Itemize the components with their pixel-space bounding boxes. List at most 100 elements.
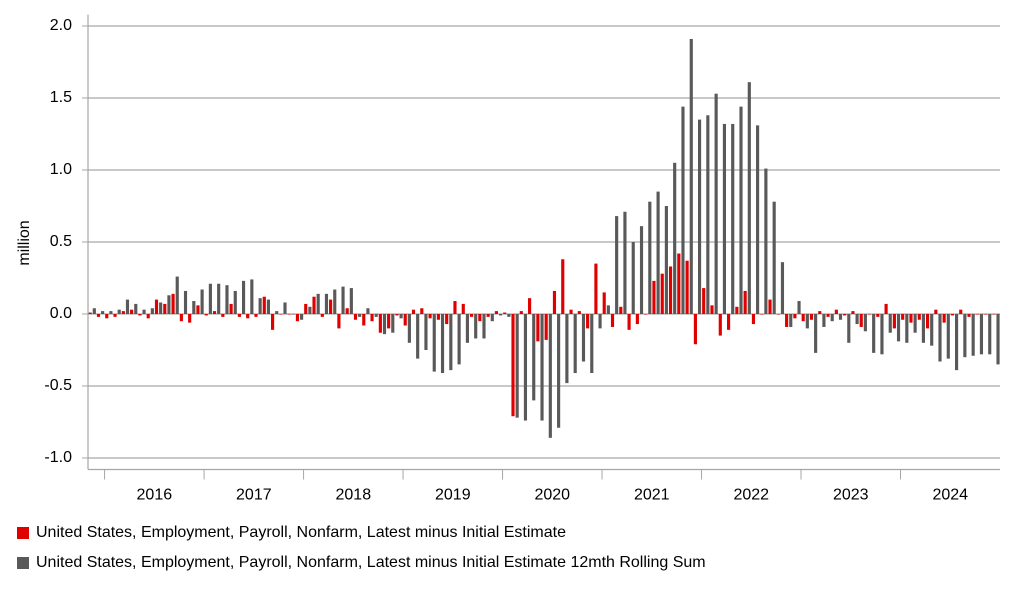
bar [237, 313, 241, 317]
bar [652, 280, 656, 314]
bar [420, 308, 424, 314]
bar [743, 290, 747, 314]
bar [693, 313, 697, 345]
bar [557, 313, 561, 428]
bar [229, 303, 233, 314]
bar [843, 313, 847, 316]
bar [681, 106, 685, 314]
bar [590, 313, 594, 374]
bar [548, 313, 552, 438]
bar [262, 296, 266, 314]
bar [432, 313, 436, 372]
bar [950, 313, 955, 316]
bar [179, 313, 183, 322]
bar [192, 301, 196, 314]
bar [275, 311, 279, 314]
bar [482, 313, 486, 339]
bar [677, 253, 681, 314]
bar [337, 313, 341, 329]
bar [109, 311, 113, 314]
bar [142, 309, 146, 314]
bar [370, 313, 374, 322]
bar [660, 273, 664, 314]
bar [901, 313, 905, 320]
bar [668, 266, 673, 314]
bar [490, 313, 494, 322]
bar [776, 313, 780, 315]
x-tick-label: 2016 [137, 487, 173, 504]
bar [494, 311, 499, 314]
x-tick-label: 2019 [435, 487, 471, 504]
bar [208, 283, 212, 314]
bar [859, 313, 863, 327]
bar [416, 313, 420, 359]
bar [971, 313, 975, 356]
bar [627, 313, 631, 330]
bar [291, 313, 295, 315]
bar [967, 313, 971, 317]
bar [938, 313, 942, 362]
bar [689, 38, 693, 314]
bar [523, 313, 528, 421]
bar [615, 216, 619, 314]
bar [942, 313, 946, 323]
bar [382, 313, 387, 335]
bar [797, 301, 801, 314]
bar [183, 290, 188, 314]
bar [163, 303, 167, 314]
bar [764, 168, 768, 314]
bar [254, 313, 258, 317]
bar [884, 303, 888, 314]
bar [101, 311, 105, 314]
bar [540, 313, 544, 421]
bar [602, 292, 606, 314]
x-tick-label: 2024 [932, 487, 968, 504]
bar [250, 279, 254, 314]
bar [453, 301, 457, 314]
bar [955, 313, 959, 371]
x-tick-label: 2022 [733, 487, 769, 504]
bar [735, 306, 739, 314]
bar [598, 313, 602, 329]
bar [159, 302, 163, 314]
bar [200, 289, 204, 314]
bar [478, 313, 482, 322]
bar [445, 313, 449, 325]
bar [581, 313, 586, 362]
bar [225, 285, 229, 314]
bar [586, 313, 590, 329]
bar [979, 313, 984, 355]
bar [171, 293, 175, 314]
bar [499, 313, 503, 316]
bar [644, 313, 648, 315]
bar [378, 313, 382, 333]
bar [809, 313, 814, 320]
bar [565, 313, 569, 384]
bar [925, 313, 930, 329]
bar [818, 311, 822, 314]
bar [988, 313, 992, 355]
y-tick-label: 0.0 [50, 305, 72, 322]
bar [664, 206, 668, 314]
bar [805, 313, 809, 329]
y-tick-label: -0.5 [44, 377, 72, 394]
bar [212, 311, 217, 314]
bar [963, 313, 967, 358]
bar [349, 288, 353, 314]
bar [469, 313, 474, 317]
bar [756, 125, 760, 314]
bar [727, 313, 731, 330]
bar [656, 191, 660, 314]
bar [92, 308, 96, 314]
bar [204, 313, 208, 316]
y-tick-label: 1.5 [50, 89, 72, 106]
bar [308, 306, 312, 314]
bar [117, 309, 121, 314]
bar [793, 313, 797, 319]
bar [287, 313, 291, 315]
bar [233, 290, 237, 314]
bar [569, 309, 573, 314]
bar [610, 313, 615, 327]
x-tick-label: 2017 [236, 487, 272, 504]
